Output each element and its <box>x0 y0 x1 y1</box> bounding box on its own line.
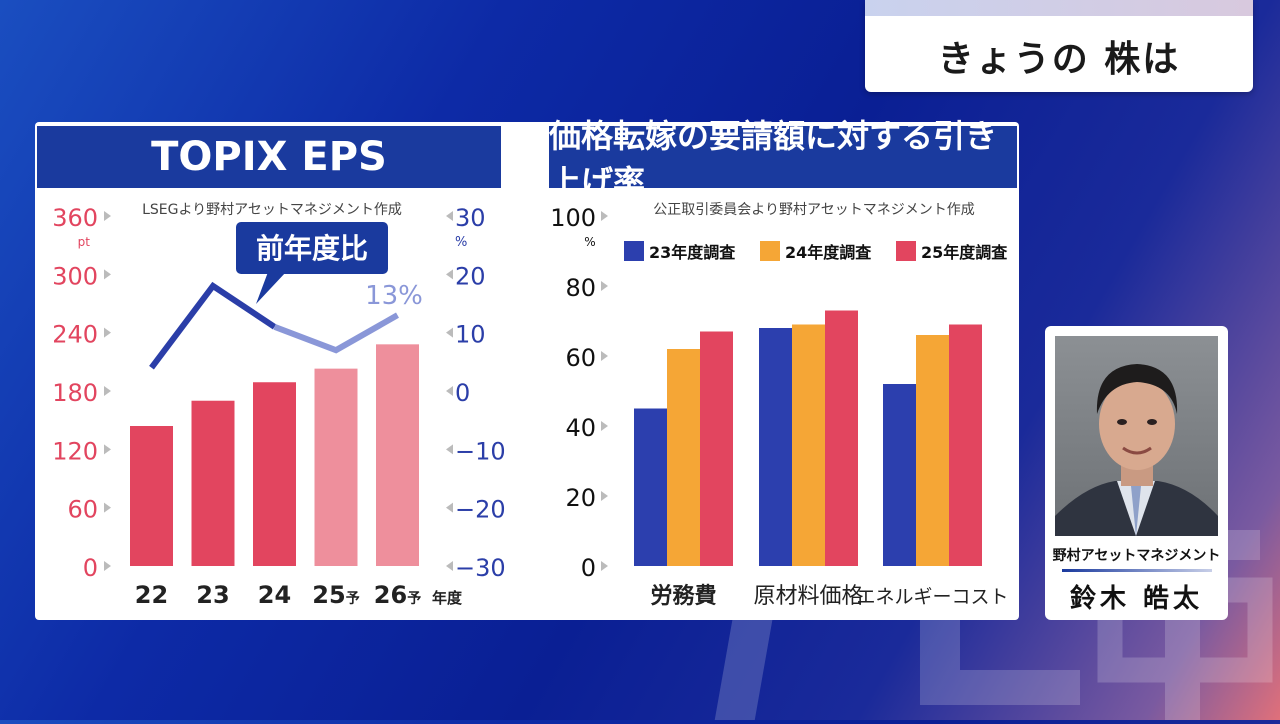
legend-label: 23年度調査 <box>649 243 735 262</box>
pass-through-bar <box>792 325 825 567</box>
pass-through-bar <box>825 311 858 567</box>
chart2-xtick: 原材料価格 <box>753 584 863 609</box>
pass-through-bar <box>759 328 792 566</box>
legend-swatch <box>896 241 916 261</box>
chart2-ytick: 40 <box>565 414 596 442</box>
chart2-ytick-arrow <box>601 561 608 571</box>
commentator-org: 野村アセットマネジメント <box>1045 545 1228 565</box>
pass-through-bar <box>916 335 949 566</box>
chart2-xtick: エネルギーコスト <box>856 586 1008 608</box>
chart2-ytick: 0 <box>581 554 596 582</box>
chart2-xtick: 労務費 <box>650 583 716 609</box>
pass-through-bar <box>667 349 700 566</box>
pass-through-bar <box>949 325 982 567</box>
chart2-ytick-arrow <box>601 281 608 291</box>
chart2-ytick: 80 <box>565 274 596 302</box>
legend-swatch <box>624 241 644 261</box>
chart2-ytick-arrow <box>601 421 608 431</box>
chart2-source: 公正取引委員会より野村アセットマネジメント作成 <box>653 202 974 218</box>
chart2-ytick-arrow <box>601 491 608 501</box>
pass-through-bar <box>634 409 667 567</box>
chart2-ytick: 20 <box>565 484 596 512</box>
legend-swatch <box>760 241 780 261</box>
chart2-ytick-arrow <box>601 211 608 221</box>
pass-through-bar <box>700 332 733 567</box>
commentator-photo <box>1055 336 1218 536</box>
org-underline <box>1062 569 1212 572</box>
chart2-ytick-arrow <box>601 351 608 361</box>
chart2-ylabel: % <box>584 235 595 249</box>
chart2-ytick: 60 <box>565 344 596 372</box>
legend-label: 24年度調査 <box>785 243 871 262</box>
commentator-name: 鈴木 皓太 <box>1045 578 1228 615</box>
chart2-ytick: 100 <box>550 204 596 232</box>
pass-through-bar <box>883 384 916 566</box>
legend-label: 25年度調査 <box>921 243 1007 262</box>
